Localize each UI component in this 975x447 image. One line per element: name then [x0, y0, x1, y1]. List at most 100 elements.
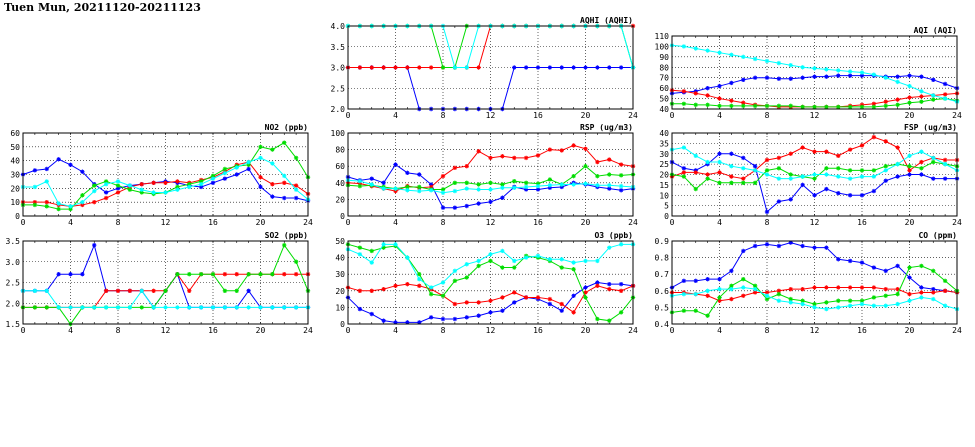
series-1-point: [405, 170, 410, 176]
series-1-point: [741, 248, 746, 254]
series-4-point: [151, 190, 156, 195]
series-3-point: [693, 186, 698, 192]
series-2-point: [559, 301, 564, 307]
y-tick-label: 10: [10, 198, 20, 207]
series-2-point: [393, 283, 398, 289]
series-4-point: [56, 305, 61, 310]
series-3-point: [681, 174, 687, 179]
series-4-point: [547, 257, 553, 262]
series-2-point: [583, 290, 588, 295]
series-2-point: [428, 65, 434, 70]
series-3-point: [139, 305, 144, 310]
y-tick-label: 3.0: [331, 64, 346, 73]
x-tick-label: 24: [303, 326, 313, 335]
series-4-point: [151, 305, 156, 310]
series-2-point: [139, 181, 144, 187]
series-1-point: [942, 176, 948, 181]
series-1-point: [859, 73, 865, 78]
series-2-point: [405, 281, 410, 287]
series-4-point: [752, 168, 758, 173]
series-1-point: [788, 197, 793, 202]
series-1-point: [535, 187, 541, 192]
series-4-point: [393, 186, 398, 191]
series-2-point: [717, 170, 722, 175]
series-4-point: [859, 70, 865, 75]
series-1-point: [393, 320, 398, 325]
series-4-point: [824, 172, 829, 177]
chart-title: AQHI (AQHI): [580, 16, 633, 25]
series-4-point: [234, 165, 239, 170]
series-2-point: [357, 288, 363, 293]
series-4-point: [222, 305, 228, 310]
series-3-point: [859, 104, 865, 110]
series-4-point: [417, 276, 422, 282]
series-1-point: [92, 242, 97, 248]
series-2-point: [895, 286, 900, 292]
x-tick-label: 20: [256, 326, 266, 335]
series-2-point: [776, 155, 782, 161]
x-tick-label: 4: [393, 218, 398, 227]
series-1-point: [535, 65, 541, 70]
y-tick-label: 110: [655, 32, 670, 41]
series-3-point: [788, 296, 793, 302]
series-2-point: [547, 296, 553, 302]
series-3-point: [907, 100, 912, 105]
series-1-point: [246, 288, 251, 293]
x-tick-label: 20: [905, 326, 915, 335]
series-1-point: [464, 315, 469, 320]
series-1-point: [115, 186, 121, 191]
series-2-point: [800, 286, 805, 292]
series-4-point: [115, 305, 121, 310]
series-3-point: [405, 184, 410, 190]
series-4-point: [847, 303, 853, 308]
series-4-point: [681, 291, 687, 297]
series-3-point: [812, 176, 817, 181]
series-4-point: [381, 242, 386, 247]
plot-frame: [22, 132, 309, 217]
series-2-point: [357, 65, 363, 70]
series-2-point: [729, 98, 734, 103]
x-tick-label: 12: [486, 111, 496, 120]
series-1-point: [752, 75, 758, 80]
series-2-point: [476, 149, 481, 154]
series-2-point: [931, 290, 936, 295]
series-1-point: [717, 151, 722, 156]
series-3-point: [824, 300, 829, 305]
series-2-point: [705, 93, 710, 98]
y-tick-label: 3.0: [6, 258, 21, 267]
series-2-point: [871, 285, 877, 290]
series-4-point: [871, 72, 877, 77]
series-1-point: [500, 195, 505, 200]
series-3-point: [512, 265, 517, 270]
x-tick-label: 8: [765, 326, 770, 335]
series-4-point: [788, 300, 793, 305]
series-2-point: [895, 145, 900, 150]
series-4-point: [464, 65, 469, 70]
series-2-point: [127, 288, 133, 293]
series-2-point: [883, 139, 888, 144]
series-3-point: [44, 305, 49, 310]
series-3-point: [919, 263, 924, 269]
series-3-point: [234, 288, 239, 293]
y-tick-label: 20: [10, 184, 20, 193]
chart-o3: O3 (ppb) 0 10 20 30 40 50 0 4 8 12 16 20 24: [335, 231, 638, 335]
series-3-point: [764, 103, 770, 109]
series-2-point: [103, 288, 109, 293]
series-4-point: [92, 188, 97, 194]
series-4-point: [103, 181, 109, 187]
series-2-point: [488, 298, 493, 303]
series-4-point: [282, 305, 287, 310]
series-3-point: [895, 291, 900, 297]
x-tick-label: 16: [857, 326, 867, 335]
series-1-point: [895, 74, 900, 79]
y-tick-label: 40: [335, 254, 345, 263]
series-2-point: [705, 172, 710, 177]
series-1-point: [68, 162, 73, 168]
series-3-point: [607, 172, 612, 177]
series-2-point: [282, 180, 287, 185]
series-3-point: [752, 180, 758, 185]
series-3-point: [907, 164, 912, 169]
series-3-point: [417, 272, 422, 277]
series-4-point: [812, 305, 817, 310]
series-1-point: [788, 76, 793, 81]
